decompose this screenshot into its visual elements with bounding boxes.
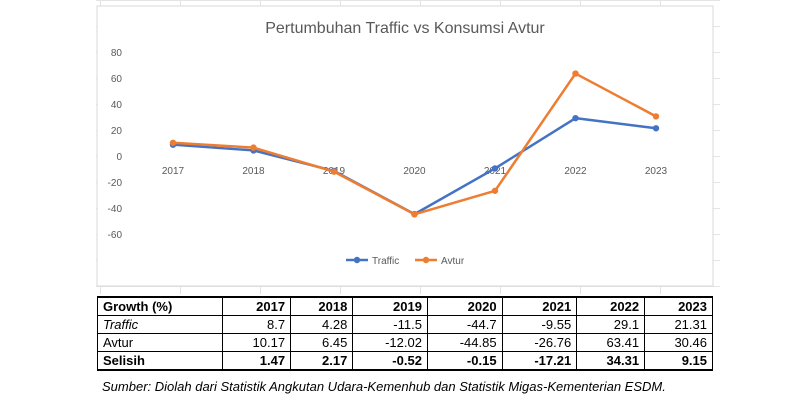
row-label: Selisih bbox=[96, 351, 224, 371]
table-cell: 2023 bbox=[644, 296, 713, 316]
table-cell: -44.85 bbox=[426, 333, 503, 352]
data-point-avtur bbox=[652, 113, 660, 120]
y-tick-label: 80 bbox=[111, 48, 123, 59]
table-cell: -0.15 bbox=[426, 351, 503, 371]
data-point-avtur bbox=[491, 187, 499, 194]
data-point-avtur bbox=[169, 139, 177, 146]
line-chart: Pertumbuhan Traffic vs Konsumsi Avtur 80… bbox=[96, 5, 714, 287]
table-cell: 2018 bbox=[290, 296, 354, 316]
table-cell: -9.55 bbox=[501, 315, 578, 334]
y-tick-label: 60 bbox=[111, 74, 123, 85]
table-cell: -11.5 bbox=[352, 315, 428, 334]
x-tick-label: 2022 bbox=[564, 166, 587, 177]
chart-legend: Traffic Avtur bbox=[346, 256, 465, 267]
y-tick-label: -40 bbox=[108, 204, 123, 215]
table-row: Traffic 8.7 4.28 -11.5 -44.7 -9.55 29.1 21.31 bbox=[96, 315, 713, 334]
legend-marker-avtur bbox=[422, 256, 430, 264]
y-tick-label: -20 bbox=[108, 178, 123, 189]
table-cell: 10.17 bbox=[222, 333, 292, 352]
table-cell: 21.31 bbox=[644, 315, 713, 334]
table-cell: 9.15 bbox=[644, 351, 713, 371]
growth-table: Growth (%) 2017 2018 2019 2020 2021 2022 2023 Tr… bbox=[96, 296, 713, 371]
legend-label-avtur: Avtur bbox=[441, 256, 465, 267]
table-cell: 34.31 bbox=[576, 351, 646, 371]
y-tick-label: -60 bbox=[108, 230, 123, 241]
data-point-avtur bbox=[330, 168, 338, 175]
table-cell: 2017 bbox=[222, 296, 292, 316]
x-tick-label: 2023 bbox=[645, 166, 668, 177]
chart-title: Pertumbuhan Traffic vs Konsumsi Avtur bbox=[265, 20, 545, 37]
table-cell: -17.21 bbox=[501, 351, 578, 371]
table-row: Avtur 10.17 6.45 -12.02 -44.85 -26.76 63.41 30.… bbox=[96, 333, 713, 352]
table-cell: 8.7 bbox=[222, 315, 292, 334]
data-point-traffic bbox=[491, 165, 499, 172]
table-cell: 4.28 bbox=[290, 315, 354, 334]
row-label: Growth (%) bbox=[96, 296, 224, 316]
legend-marker-traffic bbox=[353, 256, 361, 264]
source-note: Sumber: Diolah dari Statistik Angkutan U… bbox=[102, 379, 666, 394]
legend-label-traffic: Traffic bbox=[372, 256, 399, 267]
data-point-traffic bbox=[652, 125, 660, 132]
table-cell: -0.52 bbox=[352, 351, 428, 371]
row-label: Avtur bbox=[96, 333, 224, 352]
table-cell: -44.7 bbox=[426, 315, 503, 334]
y-tick-label: 40 bbox=[111, 100, 123, 111]
table-cell: -26.76 bbox=[501, 333, 578, 352]
table-cell: 2019 bbox=[352, 296, 428, 316]
data-point-avtur bbox=[572, 70, 579, 77]
x-tick-label: 2018 bbox=[242, 166, 265, 177]
table-cell: 63.41 bbox=[576, 333, 646, 352]
table-cell: 1.47 bbox=[222, 351, 292, 371]
y-tick-label: 0 bbox=[116, 152, 122, 163]
table-cell: 30.46 bbox=[644, 333, 713, 352]
table-row: Selisih 1.47 2.17 -0.52 -0.15 -17.21 34.31 9.15 bbox=[96, 351, 713, 371]
x-tick-label: 2017 bbox=[162, 166, 185, 177]
table-cell: -12.02 bbox=[352, 333, 428, 352]
data-point-avtur bbox=[250, 144, 257, 151]
data-point-traffic bbox=[572, 114, 579, 122]
table-cell: 2022 bbox=[576, 296, 646, 316]
row-label: Traffic bbox=[96, 315, 224, 334]
table-cell: 6.45 bbox=[290, 333, 354, 352]
y-tick-label: 20 bbox=[111, 126, 123, 137]
table-cell: 29.1 bbox=[576, 315, 646, 334]
x-tick-label: 2020 bbox=[403, 166, 426, 177]
table-cell: 2020 bbox=[426, 296, 503, 316]
table-cell: 2021 bbox=[501, 296, 578, 316]
data-point-avtur bbox=[411, 211, 418, 218]
table-row: Growth (%) 2017 2018 2019 2020 2021 2022 2023 bbox=[96, 296, 713, 316]
table-cell: 2.17 bbox=[290, 351, 354, 371]
